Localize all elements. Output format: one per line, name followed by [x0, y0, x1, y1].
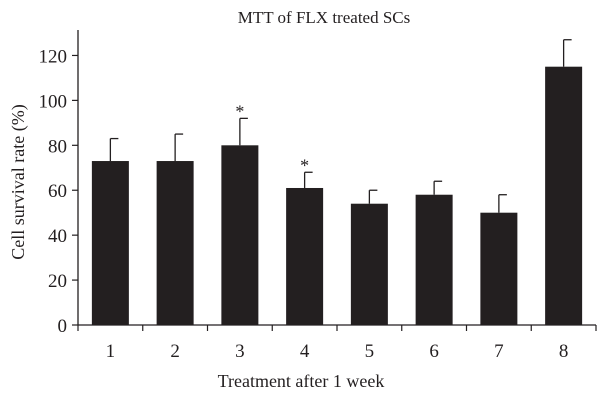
bar [480, 212, 518, 325]
y-tick-label: 100 [39, 91, 68, 112]
x-axis-label: Treatment after 1 week [218, 371, 385, 391]
y-tick-label: 0 [58, 316, 68, 337]
x-tick-label: 6 [429, 341, 439, 362]
y-tick-label: 60 [48, 181, 67, 202]
bar [545, 66, 583, 325]
bar [350, 203, 388, 325]
y-tick-label: 120 [39, 46, 68, 67]
x-tick-label: 7 [494, 341, 504, 362]
bar [221, 145, 259, 325]
chart-title: MTT of FLX treated SCs [238, 8, 411, 27]
significance-marker: * [235, 101, 244, 121]
x-tick-label: 1 [106, 341, 116, 362]
bar [415, 194, 453, 325]
x-tick-label: 4 [300, 341, 310, 362]
significance-marker: * [300, 155, 309, 175]
y-tick-label: 20 [48, 271, 67, 292]
bar [286, 187, 324, 325]
plot-area: 0 20 40 60 80 100 120 1 2 * 3 * 4 5 6 7 8 [39, 30, 597, 362]
y-tick-label: 40 [48, 226, 67, 247]
x-tick-label: 5 [365, 341, 375, 362]
x-tick-label: 2 [170, 341, 180, 362]
x-tick-label: 8 [559, 341, 569, 362]
x-tick-label: 3 [235, 341, 245, 362]
bar [156, 161, 194, 325]
y-axis-label: Cell survival rate (%) [8, 104, 29, 259]
y-tick-label: 80 [48, 136, 67, 157]
bar [91, 161, 129, 325]
